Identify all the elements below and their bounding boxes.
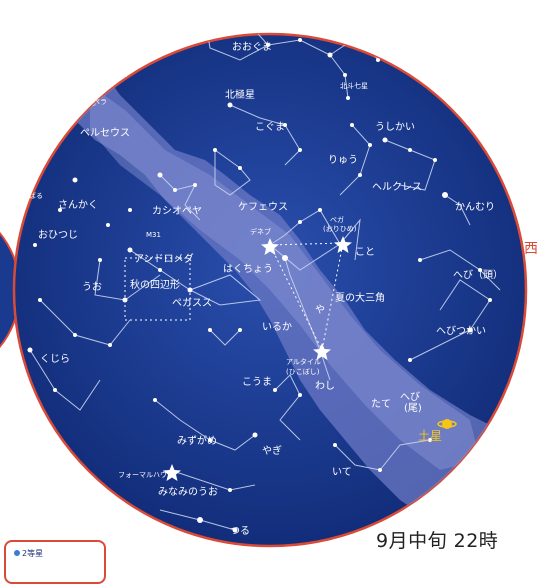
label-saturn: 土星	[418, 429, 442, 443]
label-uo: うお	[82, 281, 102, 293]
label-fomalhaut: フォーマルハウト	[118, 471, 174, 479]
label-ya: や	[315, 304, 325, 316]
label-aki-shihen: 秋の四辺形	[130, 278, 180, 291]
label-cepheus: ケフェウス	[238, 201, 288, 213]
label-kujira: くじら	[40, 353, 70, 365]
label-herakles: ヘルクレス	[372, 181, 422, 193]
deneb-star	[261, 238, 279, 255]
date-time-caption: 9月中旬 22時	[376, 530, 499, 552]
label-deneb: デネブ	[250, 227, 271, 236]
stars	[18, 34, 492, 533]
label-koma: こうま	[242, 376, 272, 388]
label-hebitsukai: へびつかい	[436, 325, 486, 337]
label-washi: わし	[315, 380, 335, 392]
label-sankaku: さんかく	[58, 199, 98, 211]
legend-2nd-label: 2等星	[22, 549, 44, 558]
label-hikoboshi: (ひこぼし)	[286, 368, 320, 376]
label-tsuru: つる	[230, 525, 250, 537]
star-map: おおぐま 北斗七星 ぎょしゃ カペラ 北極星 ペルセウス こぐま うしかい おう…	[0, 32, 528, 548]
saturn-icon	[437, 419, 457, 429]
fomalhaut-star	[163, 464, 181, 481]
label-perseus: ペルセウス	[80, 127, 130, 139]
label-altair: アルタイル	[286, 357, 321, 366]
direction-west: 西	[524, 241, 537, 257]
altair-star	[313, 343, 331, 360]
star-dot-icon	[14, 550, 20, 556]
vega-star	[334, 236, 352, 253]
label-hebi-o2: (尾)	[404, 402, 422, 414]
label-mizugame: みずがめ	[177, 434, 217, 447]
label-kanmuri: かんむり	[455, 201, 495, 213]
label-koto: こと	[355, 246, 375, 258]
label-gyosha: ぎょしゃ	[92, 66, 132, 79]
label-tate: たて	[371, 398, 391, 410]
label-subaru: すばる	[22, 191, 43, 200]
label-hebi-o: へび	[400, 391, 420, 403]
label-hokkyoku: 北極星	[225, 88, 255, 101]
label-ushikai: うしかい	[375, 121, 415, 133]
label-hokuto: 北斗七星	[340, 81, 368, 90]
label-minaminouo: みなみのうお	[158, 486, 218, 498]
label-ryu: りゅう	[328, 154, 358, 166]
label-ooguma: おおぐま	[232, 41, 272, 53]
legend-2nd-magnitude: 2等星	[14, 548, 43, 559]
label-kapera: カペラ	[86, 98, 107, 106]
label-vega: ベガ	[330, 215, 344, 224]
milky-way	[55, 60, 520, 520]
label-hakucho: はくちょう	[223, 263, 273, 275]
milky-way-core	[90, 85, 480, 470]
label-cassiopeia: カシオペヤ	[152, 205, 202, 217]
label-iruka: いるか	[262, 321, 292, 333]
label-orihime: (おりひめ)	[323, 225, 357, 233]
label-m31: M31	[146, 231, 161, 239]
label-pegasus: ペガスス	[172, 297, 212, 309]
label-hebi-atama: へび（頭）	[453, 269, 503, 281]
label-ousi: おうし	[0, 151, 30, 163]
label-yagi: やぎ	[262, 444, 282, 457]
asterism-lines	[124, 242, 344, 352]
label-andromeda: アンドロメダ	[134, 252, 194, 265]
label-koguma: こぐま	[255, 121, 285, 133]
label-ite: いて	[332, 467, 352, 478]
capella-star	[73, 82, 91, 99]
legend-box	[4, 540, 106, 584]
label-ohitsuji: おひつじ	[38, 229, 78, 241]
label-natsu-sankaku: 夏の大三角	[335, 291, 385, 304]
